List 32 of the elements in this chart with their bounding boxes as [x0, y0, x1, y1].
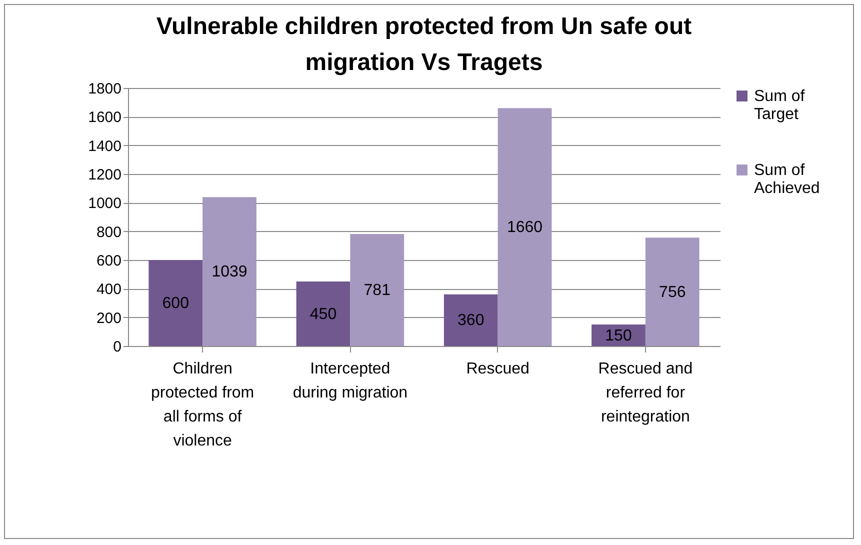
data-label: 1039	[212, 264, 248, 281]
y-tick-label: 400	[96, 281, 122, 298]
bar	[645, 238, 700, 346]
y-tick-label: 800	[96, 224, 122, 241]
data-label: 781	[364, 282, 391, 300]
y-tick-label: 0	[113, 338, 122, 356]
x-tick-label: Children protected from all forms of violence	[150, 360, 254, 450]
bar	[498, 108, 552, 346]
data-label: 360	[458, 312, 484, 330]
y-tick-label: 1400	[88, 138, 122, 155]
bar	[202, 197, 256, 346]
y-tick-label: 1000	[88, 195, 122, 212]
y-tick-label: 1600	[88, 109, 122, 126]
y-tick-label: 200	[96, 310, 122, 327]
bar	[148, 260, 203, 346]
x-tick-label: Rescued	[466, 360, 530, 378]
bar	[444, 294, 498, 346]
y-tick-label: 1800	[88, 80, 122, 98]
data-label: 450	[310, 306, 337, 323]
bar	[350, 234, 404, 346]
legend-label: Sum of Target	[754, 88, 806, 123]
legend-label: Sum of Achieved	[754, 162, 820, 197]
data-label: 600	[162, 295, 190, 312]
chart-title: Vulnerable children protected from Un safe out migration Vs Tragets	[156, 13, 692, 76]
data-label: 150	[605, 327, 632, 344]
bar	[296, 282, 350, 346]
y-tick-label: 1200	[88, 166, 122, 184]
x-tick-label: Intercepted during migration	[292, 360, 408, 402]
data-label: 1660	[506, 219, 543, 236]
x-tick-label: Rescued and referred for reintegration	[598, 360, 693, 426]
y-tick-label: 600	[96, 252, 122, 270]
data-label: 756	[659, 284, 686, 301]
